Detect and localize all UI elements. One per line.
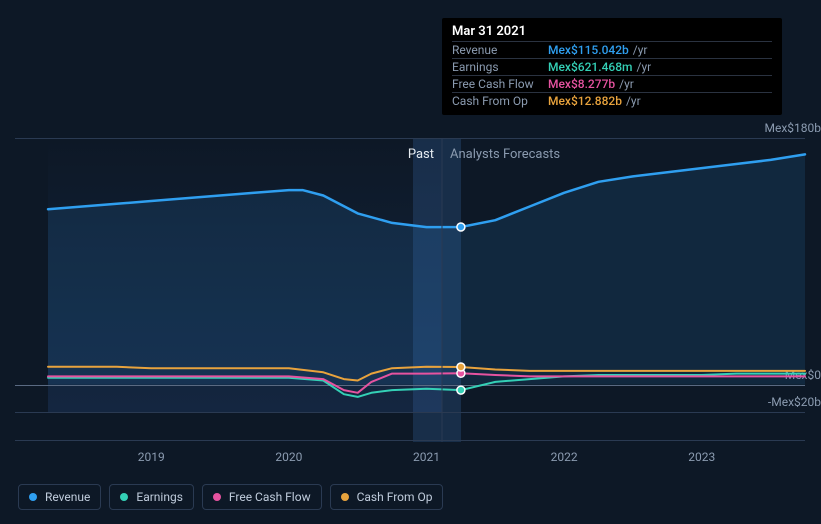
cfo-marker — [457, 363, 465, 371]
tooltip-row-suffix: /yr — [637, 60, 652, 74]
hover-tooltip: Mar 31 2021RevenueMex$115.042b/yrEarning… — [442, 18, 782, 115]
revenue-marker — [457, 223, 465, 231]
legend-item-label: Revenue — [45, 490, 90, 504]
legend-item-label: Free Cash Flow — [229, 490, 311, 504]
tooltip-row-value: Mex$8.277b — [548, 77, 615, 91]
tooltip-row: Cash From OpMex$12.882b/yr — [452, 92, 772, 109]
legend-item-label: Cash From Op — [357, 490, 433, 504]
tooltip-row-label: Revenue — [452, 43, 548, 57]
tooltip-row: EarningsMex$621.468m/yr — [452, 58, 772, 75]
earnings-marker — [457, 386, 465, 394]
tooltip-row: RevenueMex$115.042b/yr — [452, 41, 772, 58]
tooltip-row-value: Mex$621.468m — [548, 60, 633, 74]
tooltip-row: Free Cash FlowMex$8.277b/yr — [452, 75, 772, 92]
tooltip-row-suffix: /yr — [626, 94, 641, 108]
legend-dot-icon — [120, 493, 128, 501]
legend-item-label: Earnings — [136, 490, 183, 504]
tooltip-row-value: Mex$12.882b — [548, 94, 622, 108]
tooltip-row-suffix: /yr — [619, 77, 634, 91]
tooltip-row-label: Cash From Op — [452, 94, 548, 108]
legend-dot-icon — [213, 493, 221, 501]
tooltip-row-label: Earnings — [452, 60, 548, 74]
tooltip-row-value: Mex$115.042b — [548, 43, 629, 57]
revenue-area — [48, 154, 805, 384]
tooltip-row-suffix: /yr — [633, 43, 648, 57]
legend-item-free-cash-flow[interactable]: Free Cash Flow — [202, 484, 322, 510]
legend-item-revenue[interactable]: Revenue — [18, 484, 101, 510]
legend: Revenue Earnings Free Cash Flow Cash From O… — [18, 484, 443, 510]
legend-dot-icon — [29, 493, 37, 501]
legend-dot-icon — [341, 493, 349, 501]
tooltip-date: Mar 31 2021 — [452, 24, 772, 41]
tooltip-row-label: Free Cash Flow — [452, 77, 548, 91]
financial-forecast-chart: Mex$180bMex$0-Mex$20b2019202020212022202… — [0, 0, 821, 524]
legend-item-earnings[interactable]: Earnings — [109, 484, 194, 510]
legend-item-cash-from-op[interactable]: Cash From Op — [330, 484, 444, 510]
